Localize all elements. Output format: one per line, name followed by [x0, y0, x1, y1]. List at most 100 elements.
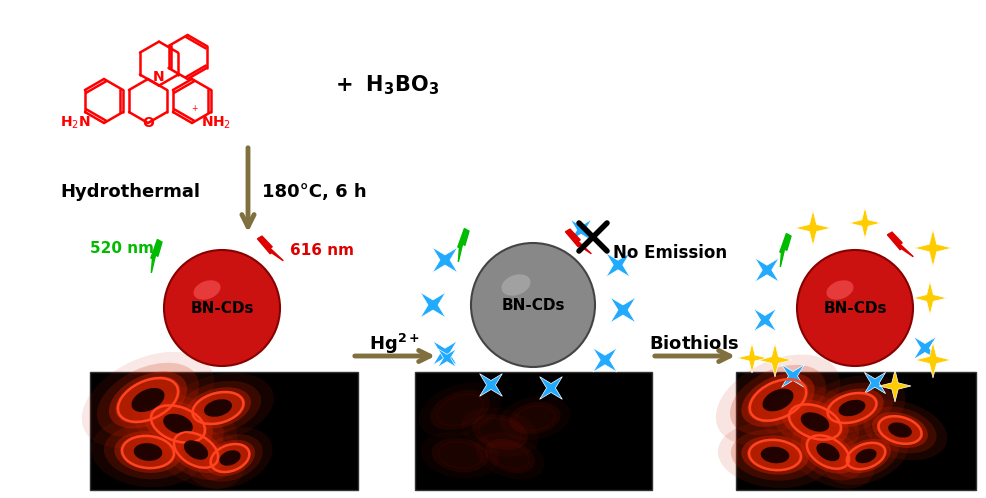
- Polygon shape: [606, 253, 630, 277]
- Ellipse shape: [430, 390, 490, 430]
- Text: N: N: [153, 70, 165, 84]
- Ellipse shape: [472, 414, 528, 450]
- Ellipse shape: [183, 440, 208, 460]
- Ellipse shape: [747, 377, 809, 422]
- Polygon shape: [257, 236, 283, 261]
- Ellipse shape: [91, 417, 205, 488]
- Ellipse shape: [730, 365, 826, 435]
- Ellipse shape: [173, 431, 220, 469]
- Polygon shape: [420, 292, 446, 318]
- Ellipse shape: [758, 383, 872, 461]
- Ellipse shape: [120, 435, 176, 470]
- Ellipse shape: [475, 432, 544, 480]
- Text: BN-CDs: BN-CDs: [190, 300, 253, 316]
- Polygon shape: [849, 207, 881, 239]
- Ellipse shape: [197, 434, 263, 482]
- Ellipse shape: [82, 352, 214, 448]
- Ellipse shape: [143, 400, 213, 448]
- Circle shape: [164, 250, 280, 366]
- Ellipse shape: [134, 443, 163, 461]
- Ellipse shape: [787, 403, 843, 441]
- Polygon shape: [610, 297, 636, 323]
- Polygon shape: [887, 232, 913, 257]
- Ellipse shape: [888, 422, 912, 438]
- Ellipse shape: [163, 414, 193, 434]
- Ellipse shape: [823, 427, 908, 485]
- Polygon shape: [758, 343, 792, 377]
- Ellipse shape: [747, 439, 803, 471]
- Ellipse shape: [820, 388, 883, 427]
- Text: 180°C, 6 h: 180°C, 6 h: [262, 183, 367, 201]
- Text: 520 nm: 520 nm: [90, 241, 154, 255]
- Ellipse shape: [168, 427, 225, 473]
- Ellipse shape: [147, 411, 245, 489]
- Circle shape: [797, 250, 913, 366]
- Ellipse shape: [762, 388, 794, 411]
- Text: BN-CDs: BN-CDs: [501, 297, 565, 313]
- Ellipse shape: [190, 391, 246, 425]
- Ellipse shape: [205, 440, 255, 476]
- Ellipse shape: [741, 373, 814, 427]
- Polygon shape: [913, 281, 947, 315]
- Ellipse shape: [810, 382, 893, 433]
- Ellipse shape: [806, 434, 851, 470]
- Polygon shape: [755, 258, 779, 282]
- Polygon shape: [565, 229, 592, 254]
- Ellipse shape: [104, 425, 192, 480]
- Text: $^+$: $^+$: [189, 104, 199, 114]
- FancyBboxPatch shape: [415, 372, 652, 490]
- Polygon shape: [780, 234, 791, 267]
- Ellipse shape: [731, 429, 819, 481]
- Ellipse shape: [114, 431, 181, 473]
- Ellipse shape: [799, 375, 906, 441]
- Polygon shape: [479, 374, 502, 396]
- Ellipse shape: [792, 424, 864, 481]
- Ellipse shape: [845, 442, 886, 470]
- Ellipse shape: [502, 274, 530, 296]
- Ellipse shape: [864, 406, 937, 454]
- Polygon shape: [433, 341, 458, 365]
- Ellipse shape: [118, 383, 238, 465]
- Text: 616 nm: 616 nm: [290, 243, 354, 257]
- Polygon shape: [438, 349, 457, 367]
- Polygon shape: [737, 343, 767, 373]
- Ellipse shape: [801, 430, 856, 474]
- Ellipse shape: [193, 280, 221, 300]
- Ellipse shape: [175, 381, 261, 435]
- Text: $\bf{Biothiols}$: $\bf{Biothiols}$: [649, 335, 740, 353]
- Polygon shape: [539, 376, 562, 399]
- Text: No Emission: No Emission: [613, 244, 727, 262]
- Ellipse shape: [833, 434, 898, 479]
- Ellipse shape: [149, 404, 207, 444]
- Ellipse shape: [718, 422, 832, 488]
- Text: $\bf{Hg^{2+}}$: $\bf{Hg^{2+}}$: [369, 332, 419, 356]
- Ellipse shape: [97, 363, 199, 437]
- Polygon shape: [753, 309, 776, 331]
- Ellipse shape: [825, 392, 879, 424]
- Ellipse shape: [716, 355, 840, 445]
- Ellipse shape: [418, 382, 502, 438]
- Ellipse shape: [432, 438, 488, 472]
- Ellipse shape: [509, 402, 561, 434]
- Ellipse shape: [132, 392, 224, 456]
- Ellipse shape: [816, 443, 840, 461]
- Polygon shape: [151, 240, 162, 273]
- Polygon shape: [915, 342, 951, 378]
- Ellipse shape: [162, 373, 274, 443]
- FancyBboxPatch shape: [90, 372, 358, 490]
- Polygon shape: [458, 229, 469, 262]
- Text: $\bf{+}$  $\bf{H_3BO_3}$: $\bf{+}$ $\bf{H_3BO_3}$: [335, 73, 439, 97]
- Polygon shape: [782, 365, 805, 387]
- Ellipse shape: [485, 439, 535, 473]
- Ellipse shape: [801, 412, 829, 432]
- Text: Hydrothermal: Hydrothermal: [60, 183, 200, 201]
- Ellipse shape: [108, 372, 187, 428]
- Ellipse shape: [826, 280, 854, 300]
- Ellipse shape: [782, 415, 875, 489]
- FancyBboxPatch shape: [736, 372, 976, 490]
- Ellipse shape: [856, 449, 877, 463]
- Ellipse shape: [461, 407, 538, 457]
- Ellipse shape: [421, 431, 499, 479]
- Circle shape: [471, 243, 595, 367]
- Ellipse shape: [499, 396, 571, 440]
